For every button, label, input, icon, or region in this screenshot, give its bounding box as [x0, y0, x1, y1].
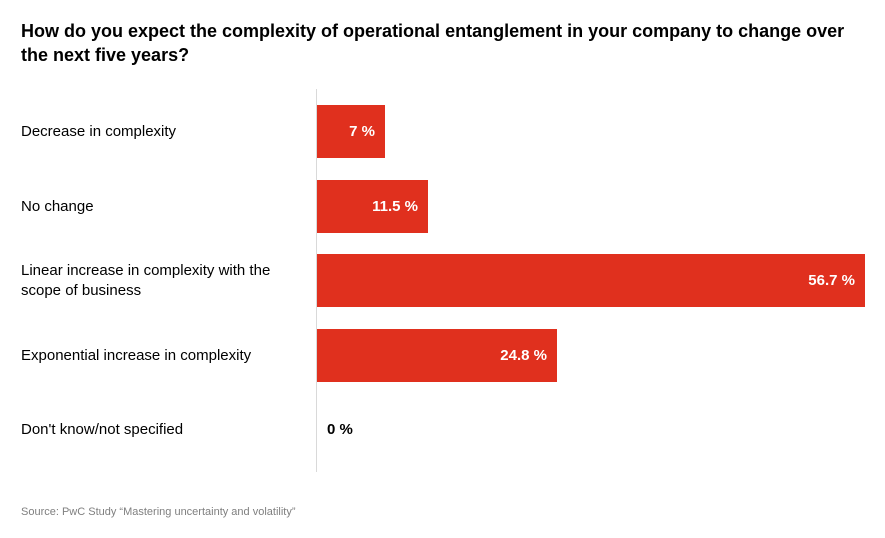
bar	[317, 329, 557, 382]
category-label: Exponential increase in complexity	[21, 346, 252, 364]
chart-title: How do you expect the complexity of oper…	[21, 21, 845, 65]
category-label: Don't know/not specified	[21, 420, 184, 438]
value-label: 11.5 %	[372, 198, 418, 215]
source-note: Source: PwC Study “Mastering uncertainty…	[21, 506, 296, 518]
value-label: 0 %	[327, 421, 353, 438]
category-label: Decrease in complexity	[21, 122, 177, 140]
bar	[317, 180, 428, 233]
value-label: 7 %	[349, 123, 375, 140]
bar	[317, 254, 865, 307]
value-label: 24.8 %	[500, 347, 547, 364]
bar	[317, 105, 385, 158]
category-label: No change	[21, 197, 94, 215]
category-axis-line	[316, 89, 317, 472]
value-label: 56.7 %	[808, 272, 855, 289]
category-label: Linear increase in complexity with the s…	[21, 261, 271, 299]
